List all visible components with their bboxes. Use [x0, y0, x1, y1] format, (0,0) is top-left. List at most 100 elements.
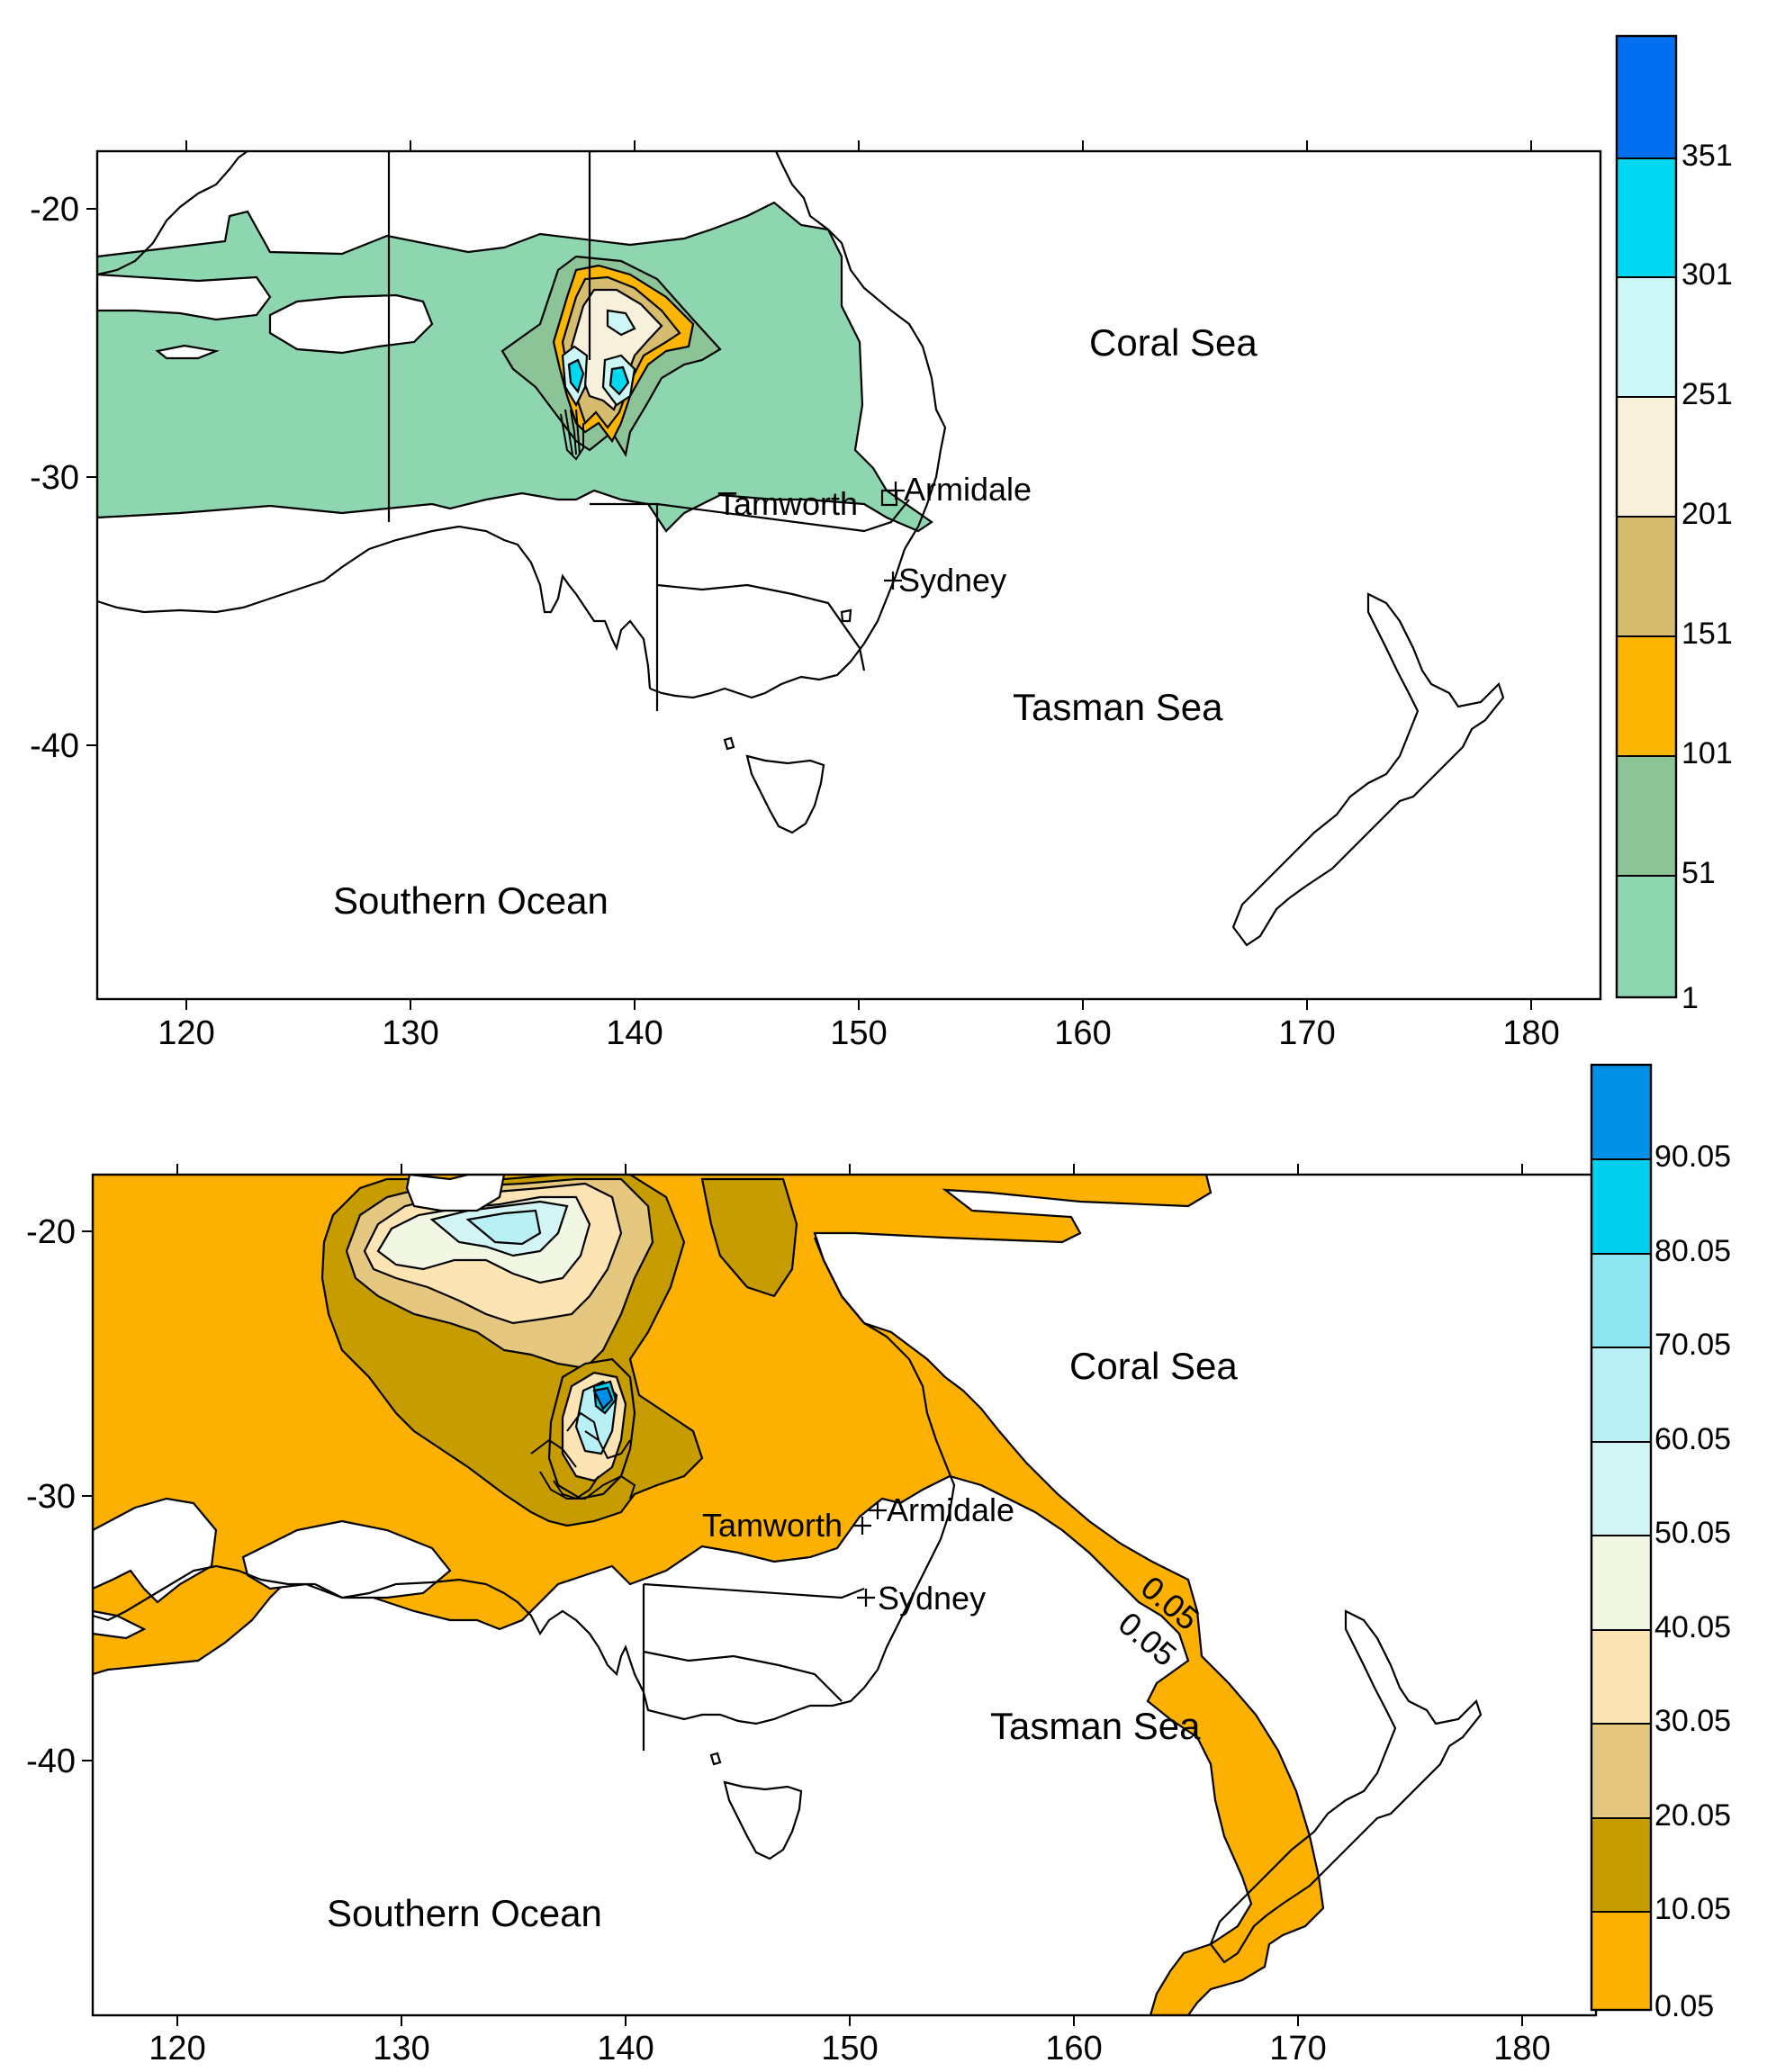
top-map: 120 130 140 150 160 170 180 -20 -30 -40 …: [30, 34, 1733, 1052]
bottom-cbar-20-05: [1591, 1724, 1651, 1818]
top-y-tick-m40: -40: [30, 727, 79, 765]
bottom-cbar-label-40-05: 40.05: [1654, 1610, 1731, 1644]
bottom-hole-south: [241, 1519, 452, 1599]
bottom-state-border-sa-nsw: [643, 1582, 865, 1599]
top-hole-3: [155, 344, 221, 360]
bottom-y-tick-m30: -30: [26, 1478, 76, 1516]
bottom-y-tick-m20: -20: [26, 1213, 76, 1251]
top-region-301-351-a: [567, 358, 585, 394]
bottom-cbar-80-05: [1591, 1159, 1651, 1254]
top-y-tick-m30: -30: [30, 459, 79, 497]
top-map-frame: [95, 149, 1602, 1001]
bottom-state-border-nsw-vic: [643, 1650, 843, 1702]
bottom-cbar-50-05: [1591, 1442, 1651, 1536]
top-label-armidale: Armidale: [904, 471, 1032, 508]
bottom-cbar-label-10-05: 10.05: [1654, 1892, 1731, 1926]
top-cbar-label-251: 251: [1681, 377, 1733, 411]
bottom-cbar-label-50-05: 50.05: [1654, 1516, 1731, 1550]
top-x-tick-160: 160: [1054, 1014, 1111, 1052]
top-state-border-nsw-vic: [656, 583, 866, 671]
bottom-colorbar: 90.05 80.05 70.05 60.05 50.05 40.05 30.0…: [1590, 1063, 1731, 2023]
top-cbar-51: [1617, 756, 1676, 876]
bottom-cbar-label-20-05: 20.05: [1654, 1798, 1731, 1833]
bottom-cbar-label-60-05: 60.05: [1654, 1422, 1731, 1456]
top-label-tasman-sea: Tasman Sea: [1013, 686, 1223, 728]
top-new-zealand: [1231, 592, 1505, 947]
top-island-1: [723, 736, 735, 751]
top-label-southern-ocean: Southern Ocean: [333, 879, 609, 922]
top-cbar-151: [1617, 517, 1676, 636]
top-cbar-201: [1617, 397, 1676, 517]
top-x-tick-120: 120: [158, 1014, 214, 1052]
bottom-cbar-label-90-05: 90.05: [1654, 1140, 1731, 1174]
top-hole-1: [97, 273, 272, 321]
top-hole-2: [268, 293, 434, 355]
bottom-y-tick-m40: -40: [26, 1743, 76, 1780]
bottom-island-1: [709, 1752, 722, 1766]
top-cbar-label-101: 101: [1681, 736, 1733, 770]
bottom-cbar-label-30-05: 30.05: [1654, 1704, 1731, 1738]
bottom-x-tick-130: 130: [373, 2030, 429, 2067]
top-x-tick-130: 130: [382, 1014, 438, 1052]
top-cbar-301: [1617, 158, 1676, 277]
top-cbar-label-351: 351: [1681, 139, 1733, 173]
top-cbar-label-201: 201: [1681, 497, 1733, 531]
top-region-201-251: [570, 288, 663, 411]
bottom-label-armidale: Armidale: [887, 1491, 1014, 1528]
bottom-region-60-05-70-05: [465, 1209, 542, 1246]
top-label-sydney: Sydney: [898, 562, 1006, 599]
bottom-x-tick-170: 170: [1269, 2030, 1326, 2067]
bottom-cbar-30-05: [1591, 1630, 1651, 1724]
bottom-cbar-label-80-05: 80.05: [1654, 1234, 1731, 1268]
bottom-label-sydney: Sydney: [878, 1580, 986, 1617]
bottom-cbar-10-05: [1591, 1818, 1651, 1912]
bottom-cbar-60-05: [1591, 1347, 1651, 1442]
bottom-x-tick-140: 140: [597, 2030, 654, 2067]
bottom-map: 120 130 140 150 160 170 180 -20 -30 -40 …: [26, 1063, 1731, 2067]
bottom-label-coral-sea: Coral Sea: [1069, 1345, 1238, 1387]
bottom-contour-cluster: [530, 1357, 636, 1500]
top-colorbar: 351 301 251 201 151 101 51 1: [1615, 34, 1733, 1015]
bottom-cbar-40-05: [1591, 1536, 1651, 1630]
bottom-cbar-70-05: [1591, 1254, 1651, 1347]
top-cbar-label-1: 1: [1681, 981, 1699, 1015]
top-city-markers: [880, 482, 905, 590]
top-x-tick-140: 140: [606, 1014, 663, 1052]
top-cbar-label-301: 301: [1681, 257, 1733, 292]
bottom-city-markers: [853, 1501, 887, 1607]
top-tasmania: [745, 754, 825, 834]
bottom-x-tick-160: 160: [1045, 2030, 1102, 2067]
top-ticks: [86, 140, 1532, 1010]
bottom-label-tamworth: Tamworth: [702, 1507, 843, 1544]
bottom-label-tasman-sea: Tasman Sea: [990, 1705, 1201, 1747]
bottom-tasmania: [723, 1780, 803, 1860]
bottom-cbar-0-05: [1591, 1912, 1651, 2010]
bottom-cbar-label-0-05: 0.05: [1654, 1989, 1714, 2023]
bottom-australia-coast: [93, 1237, 956, 1725]
bottom-x-tick-120: 120: [149, 2030, 205, 2067]
bottom-label-southern-ocean: Southern Ocean: [327, 1892, 602, 1934]
bottom-cbar-90-05: [1591, 1065, 1651, 1159]
top-state-border-sa-nsw: [656, 499, 910, 533]
top-island-2: [840, 608, 852, 623]
top-label-coral-sea: Coral Sea: [1089, 321, 1258, 364]
top-region-301-351-b: [609, 365, 630, 396]
bottom-white-notch: [405, 1175, 506, 1212]
bottom-hole-left-2: [93, 1609, 147, 1640]
bottom-x-tick-180: 180: [1493, 2030, 1550, 2067]
top-contour-streak: [560, 409, 584, 461]
top-cbar-1: [1617, 876, 1676, 997]
top-region-251-301-c: [606, 309, 636, 337]
bottom-cbar-label-70-05: 70.05: [1654, 1328, 1731, 1362]
top-australia-coast: [97, 151, 947, 699]
top-cbar-251: [1617, 277, 1676, 397]
top-x-tick-180: 180: [1502, 1014, 1559, 1052]
bottom-new-zealand: [1209, 1609, 1483, 1964]
top-cbar-351: [1617, 36, 1676, 158]
top-y-tick-m20: -20: [30, 191, 79, 229]
top-label-tamworth: Tamworth: [717, 485, 858, 522]
top-cbar-label-151: 151: [1681, 617, 1733, 651]
top-cbar-101: [1617, 636, 1676, 756]
bottom-x-tick-150: 150: [821, 2030, 878, 2067]
